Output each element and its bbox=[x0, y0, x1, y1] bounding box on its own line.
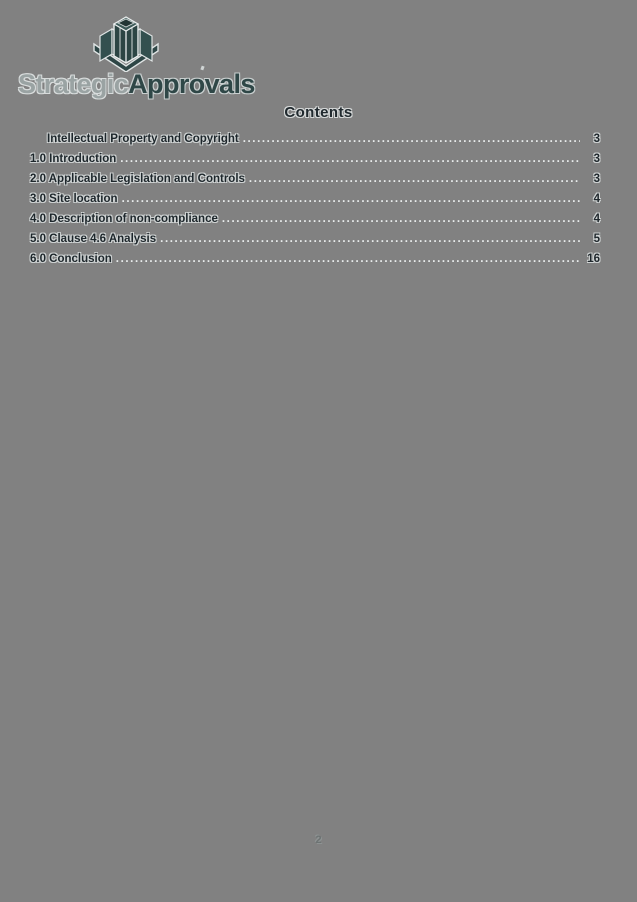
toc-entry-title: 5.0 Clause 4.6 Analysis bbox=[30, 233, 157, 245]
logo-word-approvals: Approvals bbox=[128, 69, 255, 99]
toc-dot-leader bbox=[122, 190, 580, 204]
logo-wordmark: StrategicApprovals bbox=[18, 65, 255, 100]
toc-entry-title: Intellectual Property and Copyright bbox=[47, 133, 239, 145]
toc-entry[interactable]: 2.0 Applicable Legislation and Controls … bbox=[30, 165, 600, 185]
toc-entry-page: 3 bbox=[593, 173, 600, 185]
toc-dot-leader bbox=[160, 230, 580, 244]
toc-entry-page: 3 bbox=[593, 153, 600, 165]
toc-entry-title: 1.0 Introduction bbox=[30, 153, 117, 165]
toc-entry-page: 3 bbox=[593, 133, 600, 145]
logo-word-strategic: Strategic bbox=[18, 69, 129, 99]
table-of-contents: Intellectual Property and Copyright 3 1.… bbox=[30, 125, 600, 265]
toc-entry-page: 16 bbox=[587, 253, 600, 265]
toc-entry-title: 4.0 Description of non-compliance bbox=[30, 213, 218, 225]
footer-page-number: 2 bbox=[315, 834, 322, 846]
isometric-building-logo-icon bbox=[90, 10, 162, 73]
toc-entry-page: 5 bbox=[593, 233, 600, 245]
toc-entry[interactable]: Intellectual Property and Copyright 3 bbox=[30, 125, 600, 145]
company-logo: StrategicApprovals bbox=[18, 8, 255, 100]
toc-entry-page: 4 bbox=[593, 213, 600, 225]
toc-entry-title: 6.0 Conclusion bbox=[30, 253, 112, 265]
toc-entry[interactable]: 1.0 Introduction 3 bbox=[30, 145, 600, 165]
toc-dot-leader bbox=[222, 210, 580, 224]
page-title: Contents bbox=[284, 104, 353, 121]
toc-entry[interactable]: 4.0 Description of non-compliance 4 bbox=[30, 205, 600, 225]
toc-dot-leader bbox=[120, 150, 580, 164]
toc-entry[interactable]: 6.0 Conclusion 16 bbox=[30, 245, 600, 265]
toc-entry-title: 3.0 Site location bbox=[30, 193, 118, 205]
toc-dot-leader bbox=[116, 250, 580, 264]
toc-entry[interactable]: 5.0 Clause 4.6 Analysis 5 bbox=[30, 225, 600, 245]
toc-dot-leader bbox=[243, 130, 580, 144]
toc-entry-title: 2.0 Applicable Legislation and Controls bbox=[30, 173, 245, 185]
toc-entry-page: 4 bbox=[593, 193, 600, 205]
toc-dot-leader bbox=[249, 170, 580, 184]
toc-entry[interactable]: 3.0 Site location 4 bbox=[30, 185, 600, 205]
